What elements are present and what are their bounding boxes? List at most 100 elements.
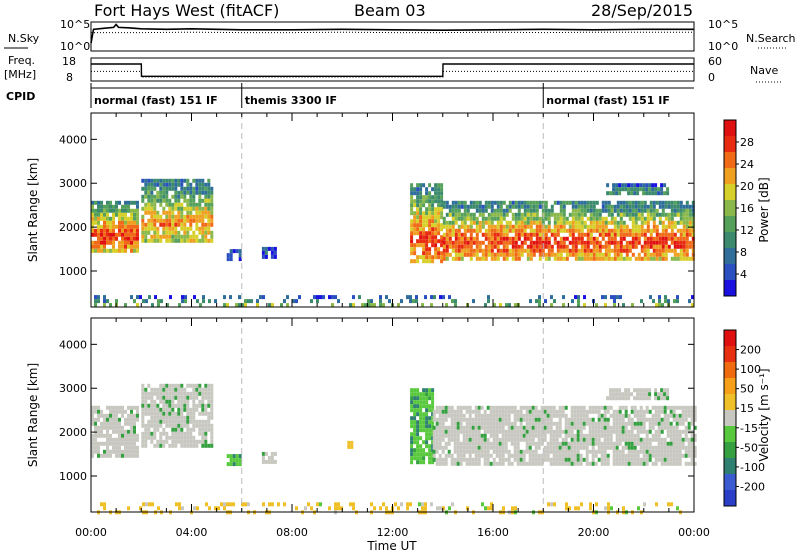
colorbar-swatch: [724, 458, 736, 475]
heatmap-cell: [442, 216, 446, 221]
heatmap-cell: [654, 429, 658, 434]
heatmap-cell: [645, 429, 649, 434]
heatmap-cell: [597, 449, 601, 454]
heatmap-cell: [165, 178, 169, 183]
heatmap-cell: [583, 252, 587, 257]
heatmap-cell: [419, 424, 423, 429]
heatmap-cell: [631, 240, 635, 245]
heatmap-cell: [223, 502, 226, 507]
heatmap-cell: [610, 256, 614, 261]
heatmap-cell: [654, 453, 658, 458]
heatmap-cell: [586, 228, 590, 233]
heatmap-cell: [567, 453, 571, 458]
heatmap-cell: [438, 409, 442, 414]
heatmap-cell: [613, 303, 616, 308]
heatmap-cell: [431, 392, 435, 397]
heatmap-cell: [214, 506, 217, 511]
heatmap-cell: [615, 457, 619, 462]
heatmap-cell: [106, 228, 109, 233]
heatmap-cell: [625, 252, 629, 257]
heatmap-cell: [595, 224, 599, 229]
heatmap-cell: [573, 417, 577, 422]
heatmap-cell: [168, 411, 172, 416]
heatmap-cell: [577, 299, 580, 304]
heatmap-cell: [519, 421, 523, 426]
heatmap-cell: [667, 502, 670, 507]
heatmap-cell: [192, 202, 196, 207]
heatmap-cell: [499, 252, 503, 257]
heatmap-cell: [547, 502, 550, 507]
heatmap-cell: [444, 433, 448, 438]
heatmap-cell: [445, 232, 449, 237]
heatmap-cell: [204, 395, 208, 400]
heatmap-cell: [156, 423, 160, 428]
heatmap-cell: [595, 240, 599, 245]
heatmap-cell: [419, 396, 423, 401]
heatmap-cell: [487, 212, 491, 217]
heatmap-cell: [91, 437, 94, 442]
heatmap-cell: [489, 413, 493, 418]
heatmap-cell: [477, 433, 481, 438]
heatmap-cell: [141, 387, 145, 392]
heatmap-cell: [454, 244, 458, 249]
heatmap-cell: [183, 423, 187, 428]
heatmap-cell: [624, 425, 628, 430]
heatmap-cell: [124, 429, 127, 434]
heatmap-cell: [636, 425, 640, 430]
heatmap-cell: [690, 461, 694, 466]
heatmap-cell: [153, 403, 157, 408]
heatmap-cell: [439, 295, 442, 300]
heatmap-cell: [244, 303, 247, 308]
heatmap-cell: [471, 461, 475, 466]
heatmap-cell: [604, 228, 608, 233]
freq-label-line1: Freq.: [8, 54, 35, 67]
heatmap-cell: [519, 453, 523, 458]
heatmap-cell: [130, 449, 133, 454]
heatmap-cell: [493, 303, 496, 308]
heatmap-cell: [645, 449, 649, 454]
heatmap-cell: [637, 240, 641, 245]
heatmap-cell: [642, 461, 646, 466]
heatmap-cell: [207, 210, 211, 215]
heatmap-cell: [201, 234, 205, 239]
heatmap-cell: [162, 399, 166, 404]
heatmap-cell: [454, 212, 458, 217]
heatmap-cell: [618, 413, 622, 418]
heatmap-cell: [586, 256, 590, 261]
heatmap-cell: [428, 420, 432, 425]
heatmap-cell: [513, 417, 517, 422]
heatmap-cell: [121, 433, 124, 438]
heatmap-cell: [431, 420, 435, 425]
heatmap-cell: [483, 417, 487, 422]
heatmap-cell: [127, 506, 130, 511]
heatmap-cell: [643, 256, 647, 261]
heatmap-cell: [552, 461, 556, 466]
heatmap-cell: [413, 452, 417, 457]
heatmap-cell: [544, 236, 548, 241]
heatmap-cell: [416, 412, 420, 417]
heatmap-cell: [207, 222, 211, 227]
heatmap-cell: [513, 437, 517, 442]
heatmap-cell: [583, 295, 586, 300]
heatmap-cell: [682, 208, 686, 213]
heatmap-cell: [180, 214, 184, 219]
heatmap-cell: [556, 232, 560, 237]
heatmap-cell: [238, 462, 242, 467]
heatmap-cell: [422, 460, 426, 465]
time-axis-label: Time UT: [366, 539, 417, 553]
heatmap-cell: [693, 453, 697, 458]
heatmap-cell: [174, 395, 178, 400]
heatmap-cell: [681, 437, 685, 442]
heatmap-cell: [162, 427, 166, 432]
heatmap-cell: [685, 236, 689, 241]
heatmap-cell: [94, 240, 97, 245]
heatmap-cell: [136, 413, 139, 418]
heatmap-cell: [352, 303, 355, 308]
heatmap-cell: [661, 303, 664, 308]
heatmap-cell: [577, 224, 581, 229]
heatmap-cell: [469, 240, 473, 245]
heatmap-cell: [441, 405, 445, 410]
heatmap-cell: [579, 457, 583, 462]
heatmap-cell: [162, 190, 166, 195]
heatmap-cell: [115, 417, 118, 422]
